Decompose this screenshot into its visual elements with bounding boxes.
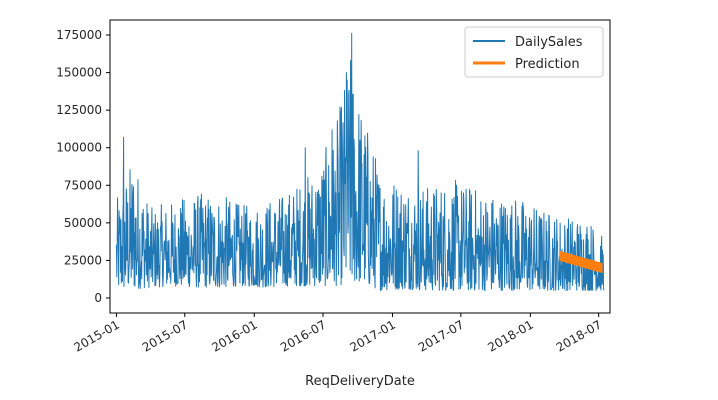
prediction-line	[559, 250, 603, 271]
x-tick-label: 2016-01	[209, 317, 259, 354]
daily-sales-line	[115, 33, 605, 291]
x-tick-label: 2018-01	[485, 317, 535, 354]
y-tick-label: 175000	[56, 28, 102, 42]
x-tick-label: 2016-07	[278, 317, 328, 354]
y-tick-label: 125000	[56, 103, 102, 117]
legend-label-prediction: Prediction	[515, 57, 580, 72]
y-tick-label: 0	[94, 291, 102, 305]
series-prediction	[559, 250, 603, 274]
x-tick-label: 2015-01	[71, 317, 121, 354]
x-axis-label: ReqDeliveryDate	[305, 374, 415, 389]
x-tick-label: 2017-01	[348, 317, 398, 354]
y-axis: 0 25000 50000 75000 100000 125000 150000 175000	[56, 28, 110, 305]
y-tick-label: 150000	[56, 66, 102, 80]
x-tick-label: 2015-07	[140, 317, 190, 354]
series-dailysales	[115, 33, 605, 291]
plot-frame	[109, 19, 611, 314]
y-tick-label: 100000	[56, 141, 102, 155]
y-tick-label: 50000	[64, 216, 102, 230]
y-tick-label: 75000	[64, 178, 102, 192]
plot-area	[115, 33, 605, 291]
x-tick-label: 2018-07	[554, 317, 604, 354]
x-axis: 2015-01 2015-07 2016-01 2016-07 2017-01 2017-…	[71, 313, 604, 355]
legend-label-dailysales: DailySales	[515, 35, 583, 50]
y-tick-label: 25000	[64, 253, 102, 267]
legend: DailySales Prediction	[464, 26, 604, 78]
x-tick-label: 2017-07	[416, 317, 466, 354]
